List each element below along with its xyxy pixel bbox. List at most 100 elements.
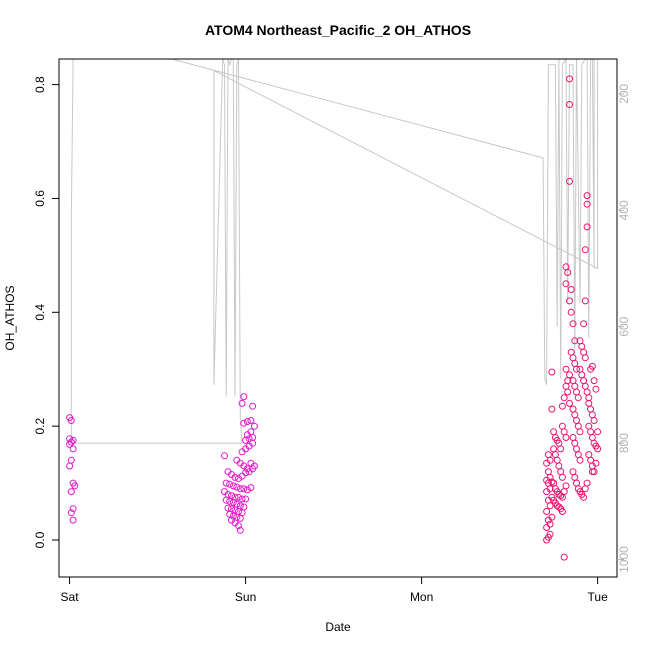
data-point	[592, 385, 600, 393]
data-point	[566, 101, 573, 108]
data-point	[560, 553, 568, 561]
data-point	[573, 365, 580, 373]
data-point	[580, 348, 588, 356]
data-point	[564, 388, 572, 396]
data-point	[588, 362, 596, 370]
right-tick-label: 1000	[617, 546, 631, 573]
y-tick-label: 0.4	[33, 304, 47, 321]
data-point	[550, 445, 558, 453]
data-point	[566, 297, 573, 305]
data-point	[594, 445, 602, 453]
data-point	[581, 354, 589, 362]
data-point	[551, 451, 559, 459]
data-point	[229, 512, 237, 520]
data-point	[240, 503, 248, 511]
data-point	[226, 510, 234, 518]
data-point	[238, 399, 246, 407]
data-point	[66, 462, 74, 470]
data-point	[243, 486, 251, 494]
series-0	[66, 393, 258, 534]
y-tick-label: 0.2	[33, 417, 47, 434]
data-point	[238, 495, 246, 503]
data-point	[569, 354, 577, 362]
data-point	[544, 468, 552, 476]
data-point	[581, 246, 589, 254]
y-tick-label: 0.6	[33, 190, 47, 207]
data-point	[567, 286, 575, 293]
data-point	[558, 402, 566, 410]
data-point	[588, 468, 596, 476]
data-point	[566, 371, 573, 379]
data-point	[567, 308, 575, 316]
data-point	[590, 377, 598, 385]
pressure-line-layer	[70, 57, 599, 444]
data-point	[250, 422, 258, 430]
data-point	[71, 482, 79, 490]
data-point	[560, 428, 568, 436]
data-point	[69, 445, 77, 453]
data-point	[250, 462, 258, 470]
data-point	[249, 402, 257, 410]
data-point	[236, 502, 244, 510]
right-tick-label: 600	[617, 316, 631, 336]
data-point	[564, 269, 572, 276]
data-point	[569, 434, 577, 441]
data-point	[571, 360, 579, 367]
data-point	[585, 451, 593, 459]
data-point	[581, 297, 589, 305]
data-point	[222, 496, 230, 504]
data-point	[560, 394, 568, 402]
data-point	[543, 508, 551, 515]
y-axis-label: OH_ATHOS	[3, 285, 17, 350]
data-point	[558, 422, 566, 430]
data-point	[224, 504, 232, 512]
data-point	[578, 343, 586, 350]
data-point	[226, 480, 234, 488]
data-point	[233, 500, 241, 508]
data-point	[238, 509, 246, 517]
data-point	[67, 456, 75, 464]
data-point	[231, 506, 239, 514]
data-point	[69, 436, 77, 444]
right-tick-label: 200	[617, 84, 631, 104]
data-point	[585, 422, 593, 430]
data-point	[66, 440, 74, 448]
data-point	[235, 475, 242, 482]
x-tick-label: Mon	[410, 590, 433, 604]
plot-frame	[58, 58, 618, 578]
data-point	[550, 428, 558, 436]
data-point	[558, 473, 566, 481]
data-point	[231, 473, 239, 481]
data-point	[69, 516, 77, 524]
data-point	[583, 479, 591, 487]
data-point	[240, 393, 248, 401]
data-point	[229, 482, 237, 490]
y-axis: 0.0 0.2 0.4 0.6 0.8	[33, 76, 59, 548]
data-point	[567, 348, 575, 356]
data-point	[546, 520, 554, 528]
data-point	[571, 337, 579, 345]
data-point	[585, 394, 593, 402]
data-point	[555, 462, 563, 470]
points-layer	[66, 75, 602, 561]
data-point	[562, 280, 570, 288]
data-point	[240, 485, 248, 493]
data-point	[67, 488, 75, 496]
data-point	[228, 492, 235, 500]
data-point	[236, 485, 244, 493]
series-1	[543, 75, 602, 561]
data-point	[581, 485, 589, 493]
x-tick-label: Sat	[61, 590, 80, 604]
data-point	[242, 495, 250, 503]
pressure-line	[70, 57, 599, 444]
data-point	[580, 377, 588, 385]
data-point	[221, 452, 228, 460]
data-point	[573, 388, 580, 396]
data-point	[583, 200, 591, 208]
data-point	[222, 479, 230, 487]
data-point	[587, 428, 595, 436]
data-point	[562, 434, 570, 441]
data-point	[562, 482, 570, 490]
x-tick-label: Tue	[588, 590, 609, 604]
